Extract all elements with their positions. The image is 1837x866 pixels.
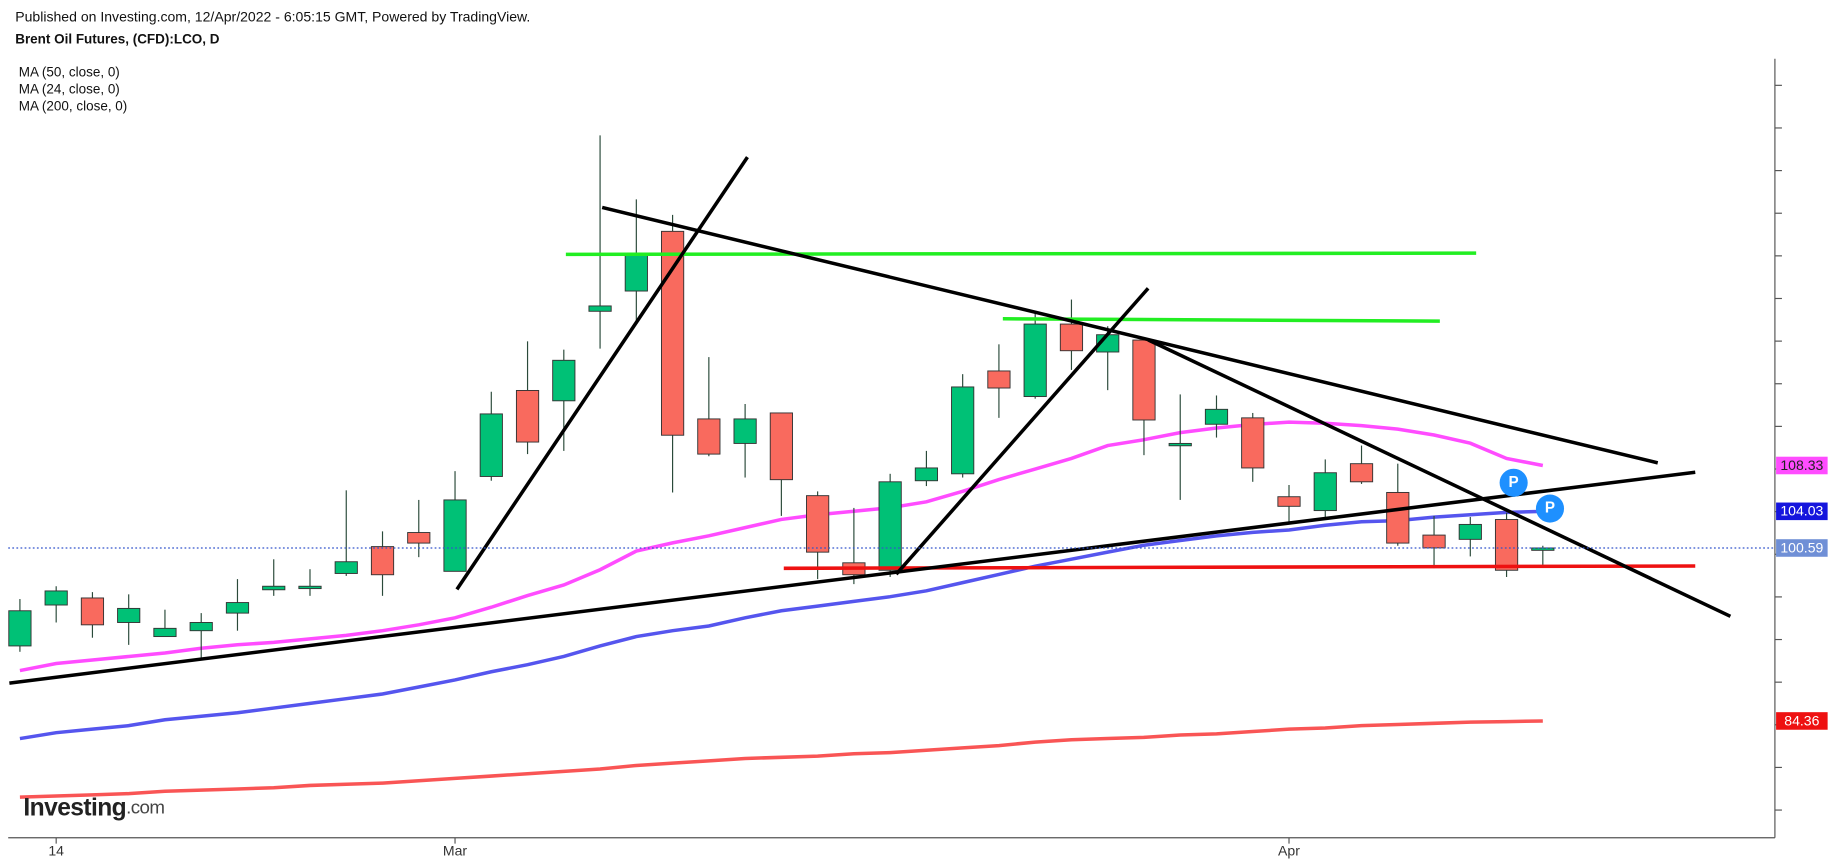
subtitle: Published on Investing.com, 12/Apr/2022 … — [15, 8, 530, 24]
candle-body — [1494, 519, 1519, 571]
legend-entry: MA (50, close, 0) — [19, 64, 120, 79]
green-line — [1002, 317, 1440, 323]
candle-body — [44, 590, 68, 606]
price-tag — [1776, 502, 1828, 521]
price-tag-label: 104.03 — [1780, 503, 1823, 519]
candle-body — [225, 602, 250, 614]
x-tick-label: Mar — [443, 843, 468, 859]
price-tag — [1776, 456, 1828, 475]
candle-body — [189, 622, 213, 632]
trend-line — [894, 287, 1150, 576]
logo-domain: .com — [126, 796, 164, 817]
candle-body — [1023, 323, 1047, 398]
candle-body — [697, 418, 721, 455]
candle-body — [878, 481, 902, 571]
candle-body — [80, 597, 105, 626]
ma-line — [19, 719, 1543, 799]
axes: 14 Mar Apr 108.33 104.03 100.59 84.36 — [8, 84, 1828, 859]
candle-body — [1204, 408, 1229, 425]
candle-body — [407, 532, 431, 544]
candle-body — [951, 386, 975, 475]
marker — [1535, 494, 1565, 523]
candle-body — [1458, 523, 1482, 540]
candle-body — [153, 627, 177, 638]
candle-body — [443, 499, 467, 572]
candle-body — [8, 610, 32, 647]
candle-body — [733, 418, 757, 444]
logo: Investing.com — [23, 794, 164, 821]
legend: MA (50, close, 0) MA (24, close, 0) MA (20… — [19, 64, 128, 113]
candle-body — [1313, 472, 1337, 512]
x-tick-label: Apr — [1278, 843, 1300, 859]
candle-body — [588, 305, 612, 312]
price-tag-label: 84.36 — [1784, 712, 1819, 728]
candle-body — [914, 467, 939, 482]
price-tag-label: 108.33 — [1780, 457, 1823, 473]
logo-name: Investing — [23, 794, 126, 821]
candle-body — [660, 230, 685, 436]
marker-label: P — [1509, 474, 1519, 491]
candle-body — [1349, 463, 1374, 483]
drawings — [9, 156, 1732, 685]
ma-lines — [19, 420, 1544, 799]
candle-body — [806, 495, 830, 553]
candle-body — [515, 389, 540, 443]
candle-body — [1277, 496, 1301, 507]
candle-body — [987, 370, 1011, 389]
candle-body — [1241, 417, 1265, 469]
candle-body — [117, 607, 141, 623]
trend-line — [9, 470, 1696, 685]
x-tick-label: 14 — [48, 843, 64, 859]
legend-entry: MA (200, close, 0) — [19, 98, 128, 113]
price-tag-label: 100.59 — [1780, 539, 1823, 555]
candle-body — [298, 585, 322, 590]
chart-title: Brent Oil Futures, (CFD):LCO, D — [15, 32, 220, 47]
candle-body — [370, 546, 395, 576]
legend-entry: MA (24, close, 0) — [19, 81, 120, 96]
candle-body — [479, 413, 503, 477]
trend-line — [601, 205, 1659, 465]
candle-body — [552, 359, 576, 402]
ma-line — [19, 420, 1544, 673]
ma-line — [19, 509, 1543, 741]
candle-body — [1168, 442, 1192, 447]
marker — [1499, 468, 1528, 497]
candle-body — [1422, 534, 1446, 549]
candle-body — [1059, 323, 1084, 352]
candle-body — [1386, 491, 1410, 544]
candle-body — [334, 561, 358, 574]
markers: P P — [1499, 468, 1565, 523]
marker-label: P — [1545, 500, 1555, 517]
candle-body — [624, 254, 648, 292]
price-tag — [1776, 712, 1828, 730]
candle-body — [262, 585, 286, 591]
candles — [8, 135, 1555, 659]
green-line — [565, 251, 1477, 257]
candle-body — [1132, 339, 1156, 421]
trend-line — [1147, 338, 1732, 618]
price-tag — [1776, 539, 1828, 557]
candle-body — [769, 412, 793, 481]
